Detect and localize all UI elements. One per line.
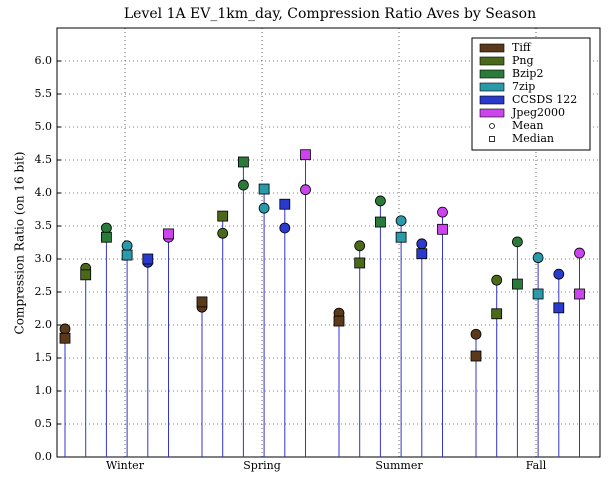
mean-marker bbox=[121, 240, 133, 252]
legend-label: Jpeg2000 bbox=[511, 106, 565, 119]
median-marker bbox=[59, 332, 71, 344]
y-tick-label: 5.0 bbox=[35, 120, 53, 133]
y-tick-label: 1.5 bbox=[35, 351, 53, 364]
median-marker bbox=[279, 198, 291, 210]
legend-marker bbox=[489, 136, 495, 142]
legend-label: Tiff bbox=[512, 41, 532, 54]
legend-swatch bbox=[479, 82, 505, 92]
legend-label: Bzip2 bbox=[512, 67, 543, 80]
y-tick-label: 3.0 bbox=[35, 252, 53, 265]
median-marker bbox=[354, 257, 366, 269]
median-marker bbox=[470, 350, 482, 362]
y-tick-label: 4.5 bbox=[35, 153, 53, 166]
plot-frame bbox=[56, 27, 601, 458]
legend-swatch bbox=[479, 56, 505, 66]
legend-swatch bbox=[479, 108, 505, 118]
y-tick-label: 2.5 bbox=[35, 285, 53, 298]
x-tick-label: Winter bbox=[106, 459, 145, 472]
legend-label: Mean bbox=[512, 119, 543, 132]
x-tick-label: Fall bbox=[526, 459, 547, 472]
median-marker bbox=[101, 231, 112, 243]
y-tick-label: 0.5 bbox=[35, 417, 53, 430]
median-marker bbox=[237, 156, 249, 168]
legend-label: Median bbox=[512, 132, 554, 145]
mean-marker bbox=[374, 195, 386, 207]
mean-marker bbox=[574, 247, 585, 259]
y-axis-label: Compression Ratio (on 16 bit) bbox=[13, 152, 27, 335]
mean-marker bbox=[354, 240, 366, 252]
y-tick-label: 0.0 bbox=[35, 450, 53, 463]
x-tick-label: Summer bbox=[375, 459, 423, 472]
legend-swatch bbox=[479, 69, 505, 79]
legend-label: 7zip bbox=[512, 80, 535, 93]
mean-marker bbox=[279, 222, 291, 234]
mean-marker bbox=[300, 184, 311, 196]
legend-marker bbox=[489, 123, 495, 129]
median-marker bbox=[80, 269, 92, 281]
mean-marker bbox=[237, 179, 249, 191]
x-tick-label: Spring bbox=[243, 459, 280, 472]
legend-label: CCSDS 122 bbox=[512, 93, 577, 106]
mean-marker bbox=[532, 252, 544, 264]
median-marker bbox=[333, 315, 345, 327]
median-marker bbox=[574, 288, 585, 300]
legend-box bbox=[471, 37, 591, 151]
y-tick-label: 1.0 bbox=[35, 384, 53, 397]
median-marker bbox=[416, 248, 428, 260]
median-marker bbox=[553, 302, 565, 314]
median-marker bbox=[300, 149, 311, 161]
median-marker bbox=[395, 231, 407, 243]
y-tick-label: 3.5 bbox=[35, 219, 53, 232]
y-tick-label: 2.0 bbox=[35, 318, 53, 331]
mean-marker bbox=[395, 215, 407, 227]
median-marker bbox=[512, 278, 523, 290]
median-marker bbox=[532, 288, 544, 300]
median-marker bbox=[217, 210, 229, 222]
median-marker bbox=[163, 228, 174, 240]
median-marker bbox=[258, 183, 270, 195]
y-tick-label: 6.0 bbox=[35, 54, 53, 67]
mean-marker bbox=[258, 202, 270, 214]
median-marker bbox=[437, 223, 448, 235]
mean-marker bbox=[470, 328, 482, 340]
mean-marker bbox=[59, 323, 71, 335]
median-marker bbox=[142, 253, 154, 265]
median-marker bbox=[196, 296, 208, 308]
mean-marker bbox=[416, 238, 428, 250]
median-marker bbox=[491, 308, 503, 320]
chart-title: Level 1A EV_1km_day, Compression Ratio A… bbox=[124, 6, 536, 22]
y-tick-label: 4.0 bbox=[35, 186, 53, 199]
legend-label: Png bbox=[512, 54, 534, 67]
mean-marker bbox=[217, 227, 229, 239]
mean-marker bbox=[491, 274, 503, 286]
mean-marker bbox=[553, 268, 565, 280]
mean-marker bbox=[437, 206, 448, 218]
median-marker bbox=[374, 216, 386, 228]
legend-swatch bbox=[479, 95, 505, 105]
y-tick-label: 5.5 bbox=[35, 87, 53, 100]
mean-marker bbox=[101, 222, 112, 234]
median-marker bbox=[121, 249, 133, 261]
legend-swatch bbox=[479, 43, 505, 53]
mean-marker bbox=[512, 236, 523, 248]
